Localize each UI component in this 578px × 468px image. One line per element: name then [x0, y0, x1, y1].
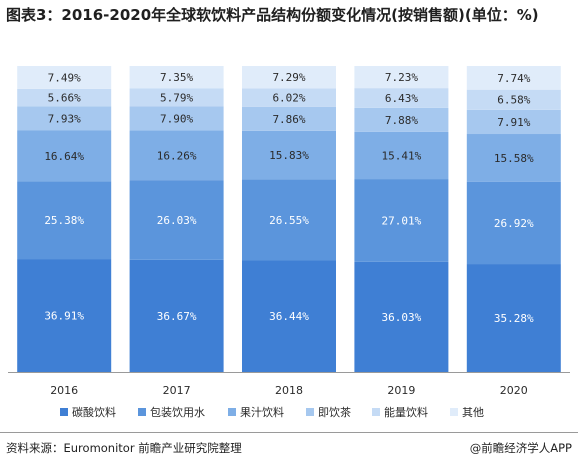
- data-label: 25.38%: [44, 214, 84, 227]
- bar-segment: [242, 179, 336, 261]
- data-label: 7.23%: [385, 71, 418, 84]
- legend-swatch: [138, 408, 146, 416]
- stacked-bar-chart: 36.91% 25.38% 16.64% 7.93% 5.66% 7.49% 36.67% 2…: [8, 66, 570, 419]
- legend-swatch: [306, 408, 314, 416]
- bar-segment: [242, 130, 336, 180]
- bar-segment: [354, 107, 449, 132]
- data-label: 26.55%: [269, 214, 309, 227]
- legend-item: 其他: [450, 406, 484, 419]
- data-label: 7.88%: [385, 114, 418, 127]
- bar-segment: [129, 106, 224, 131]
- data-label: 7.90%: [160, 112, 193, 125]
- legend-label: 碳酸饮料: [72, 405, 116, 419]
- data-label: 16.26%: [157, 149, 197, 162]
- legend-item: 包装饮用水: [138, 406, 205, 419]
- x-tick-label: 2020: [500, 384, 528, 397]
- data-label: 6.58%: [497, 94, 530, 107]
- data-label: 7.86%: [272, 113, 305, 126]
- data-label: 26.03%: [157, 214, 197, 227]
- bar-segment: [466, 89, 561, 110]
- bar-segment: [242, 260, 336, 372]
- data-label: 27.01%: [382, 214, 422, 227]
- chart-title: 图表3：2016-2020年全球软饮料产品结构份额变化情况(按销售额)(单位：%…: [6, 6, 539, 24]
- legend-label: 其他: [462, 406, 484, 419]
- legend-item: 果汁饮料: [228, 405, 284, 419]
- bar-segment: [17, 259, 112, 372]
- data-label: 15.41%: [382, 149, 422, 162]
- data-label: 5.66%: [48, 92, 81, 105]
- bar-segment: [17, 181, 112, 260]
- data-label: 36.91%: [44, 310, 84, 323]
- data-label: 16.64%: [44, 150, 84, 163]
- bar-segment: [129, 88, 224, 107]
- bar-segment: [466, 181, 561, 265]
- bar-segment: [354, 131, 449, 180]
- bar-segment: [129, 66, 224, 89]
- bar-segment: [354, 66, 449, 89]
- bar-segment: [17, 106, 112, 131]
- bar-segment: [17, 130, 112, 182]
- data-label: 7.29%: [272, 71, 305, 84]
- data-label: 7.91%: [497, 116, 530, 129]
- bar-segment: [17, 66, 112, 89]
- legend-label: 包装饮用水: [150, 406, 205, 419]
- bar-segment: [354, 261, 449, 372]
- x-tick-label: 2017: [163, 384, 191, 397]
- data-label: 36.67%: [157, 310, 197, 323]
- x-tick-labels: 2016 2017 2018 2019 2020: [50, 384, 528, 397]
- bar-segment: [466, 66, 561, 90]
- legend-item: 即饮茶: [306, 406, 351, 419]
- bar-segment: [129, 259, 224, 372]
- data-label: 26.92%: [494, 217, 534, 230]
- legend-swatch: [60, 408, 68, 416]
- data-label: 7.93%: [48, 112, 81, 125]
- legend-label: 能量饮料: [384, 405, 428, 419]
- legend: 碳酸饮料 包装饮用水 果汁饮料 即饮茶 能量饮料 其他: [60, 405, 484, 419]
- bar-segment: [17, 88, 112, 107]
- data-label: 36.03%: [382, 311, 422, 324]
- data-label: 15.58%: [494, 152, 534, 165]
- footer: 资料来源：Euromonitor 前瞻产业研究院整理 @前瞻经济学人APP: [0, 432, 578, 468]
- data-label: 7.35%: [160, 71, 193, 84]
- bars-group: 36.91% 25.38% 16.64% 7.93% 5.66% 7.49% 36.67% 2…: [17, 66, 561, 372]
- data-label: 7.49%: [48, 71, 81, 84]
- bar-segment: [129, 130, 224, 181]
- legend-item: 碳酸饮料: [60, 405, 116, 419]
- x-tick-label: 2016: [50, 384, 78, 397]
- legend-swatch: [228, 408, 236, 416]
- bar-segment: [129, 180, 224, 260]
- data-label: 6.02%: [272, 92, 305, 105]
- bar-segment: [242, 66, 336, 89]
- legend-swatch: [372, 408, 380, 416]
- data-label: 15.83%: [269, 149, 309, 162]
- x-tick-label: 2019: [387, 384, 415, 397]
- legend-swatch: [450, 408, 458, 416]
- bar-segment: [466, 109, 561, 135]
- bar-segment: [466, 134, 561, 182]
- bar-segment: [354, 179, 449, 262]
- legend-label: 即饮茶: [318, 406, 351, 419]
- data-label: 7.74%: [497, 72, 530, 85]
- brand-credit: @前瞻经济学人APP: [469, 441, 572, 455]
- bar-segment: [466, 264, 561, 372]
- bar-segment: [242, 88, 336, 107]
- data-label: 36.44%: [269, 310, 309, 323]
- x-tick-label: 2018: [275, 384, 303, 397]
- bar-segment: [242, 106, 336, 131]
- data-label: 35.28%: [494, 312, 534, 325]
- legend-label: 果汁饮料: [240, 405, 284, 419]
- legend-item: 能量饮料: [372, 405, 428, 419]
- data-label: 6.43%: [385, 92, 418, 105]
- bar-segment: [354, 88, 449, 108]
- source-note: 资料来源：Euromonitor 前瞻产业研究院整理: [6, 441, 242, 455]
- data-label: 5.79%: [160, 91, 193, 104]
